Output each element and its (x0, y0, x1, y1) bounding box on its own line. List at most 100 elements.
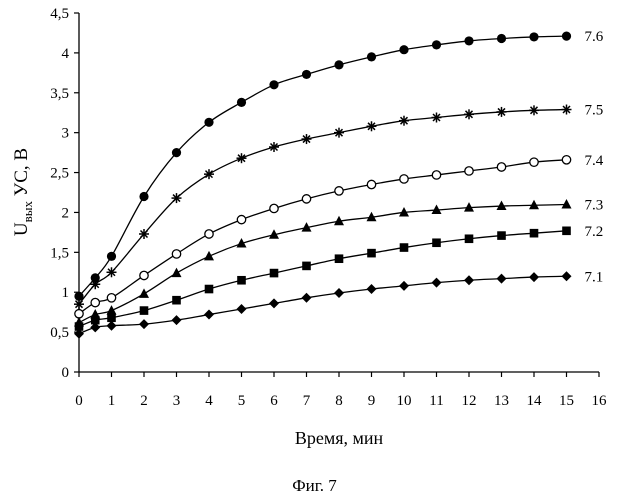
data-point (75, 310, 83, 318)
x-tick-label: 4 (205, 393, 213, 409)
data-point (562, 199, 572, 209)
data-point (497, 231, 506, 240)
y-tick-label: 3,5 (50, 86, 69, 102)
data-point (205, 230, 213, 238)
figure-caption: Фиг. 7 (0, 476, 629, 496)
data-point (562, 226, 571, 235)
data-point (432, 171, 440, 179)
series-line (79, 36, 567, 296)
data-point (107, 305, 117, 315)
data-point (140, 271, 148, 279)
x-tick-label: 3 (173, 393, 181, 409)
series-label: 7.2 (585, 224, 604, 240)
data-point (367, 249, 376, 258)
data-point (237, 98, 246, 107)
x-tick-label: 8 (335, 393, 343, 409)
data-point (432, 40, 441, 49)
x-tick-label: 10 (397, 393, 412, 409)
data-point (497, 34, 506, 43)
data-point (107, 252, 116, 261)
data-point (530, 229, 539, 238)
data-point (107, 321, 117, 331)
y-tick-label: 4 (62, 46, 70, 62)
series-label: 7.6 (585, 29, 604, 45)
data-point (399, 116, 409, 126)
data-point (269, 142, 279, 152)
y-tick-label: 1,5 (50, 245, 69, 261)
data-point (302, 195, 310, 203)
x-tick-label: 12 (462, 393, 477, 409)
data-point (172, 250, 180, 258)
data-point (302, 262, 311, 271)
data-point (334, 128, 344, 138)
y-tick-label: 4,5 (50, 6, 69, 22)
data-point (237, 153, 247, 163)
x-tick-label: 0 (75, 393, 83, 409)
data-point (140, 306, 149, 315)
data-point (74, 299, 84, 309)
data-point (400, 175, 408, 183)
data-point (204, 118, 213, 127)
data-point (139, 319, 149, 329)
y-tick-label: 3 (62, 126, 70, 142)
data-point (139, 192, 148, 201)
data-point (302, 293, 312, 303)
x-tick-label: 9 (368, 393, 376, 409)
y-axis-title: Uвых УС, В (11, 148, 35, 236)
x-tick-label: 13 (494, 393, 509, 409)
data-point (562, 32, 571, 41)
data-point (562, 156, 570, 164)
data-point (107, 267, 117, 277)
series-label: 7.4 (585, 153, 604, 169)
data-point (432, 238, 441, 247)
data-point (172, 296, 181, 305)
x-tick-label: 2 (140, 393, 148, 409)
data-point (204, 310, 214, 320)
data-point (91, 298, 99, 306)
x-axis-title: Время, мин (295, 428, 384, 448)
data-point (90, 279, 100, 289)
data-point (270, 269, 279, 278)
x-tick-label: 11 (429, 393, 443, 409)
data-point (237, 304, 247, 314)
data-point (399, 45, 408, 54)
data-point (400, 243, 409, 252)
series-label: 7.3 (585, 197, 604, 213)
data-point (302, 70, 311, 79)
data-point (562, 105, 572, 115)
data-point (367, 52, 376, 61)
data-point (367, 180, 375, 188)
y-tick-label: 1 (62, 285, 70, 301)
data-point (465, 234, 474, 243)
data-point (464, 109, 474, 119)
data-point (464, 36, 473, 45)
series-line (79, 204, 567, 322)
x-tick-label: 16 (592, 393, 608, 409)
data-point (172, 148, 181, 157)
data-point (529, 272, 539, 282)
data-point (464, 275, 474, 285)
data-point (270, 204, 278, 212)
data-point (204, 251, 214, 261)
y-tick-label: 2 (62, 205, 70, 221)
data-point (204, 169, 214, 179)
data-point (529, 105, 539, 115)
data-point (334, 288, 344, 298)
series-label: 7.1 (585, 269, 604, 285)
data-point (237, 215, 245, 223)
y-tick-label: 0 (62, 365, 70, 381)
data-point (139, 288, 149, 298)
data-point (172, 315, 182, 325)
data-point (172, 193, 182, 203)
y-tick-label: 0,5 (50, 325, 69, 341)
x-tick-label: 14 (527, 393, 543, 409)
data-point (529, 200, 539, 210)
series-line (79, 276, 567, 333)
data-point (139, 229, 149, 239)
data-point (334, 60, 343, 69)
data-point (335, 254, 344, 263)
data-point (529, 32, 538, 41)
data-point (465, 167, 473, 175)
y-tick-label: 2,5 (50, 166, 69, 182)
